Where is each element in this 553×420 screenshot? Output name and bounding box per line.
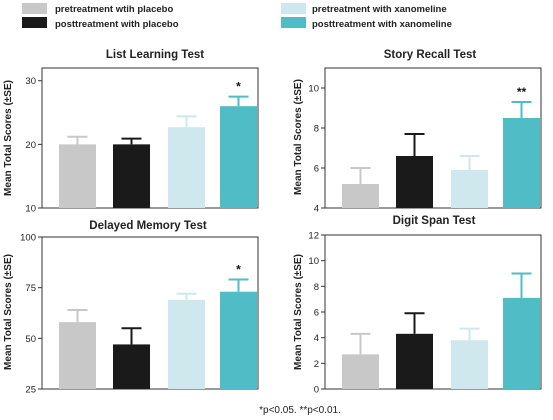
- y-axis-label: Mean Total Scores (±SE): [3, 254, 14, 370]
- bar: [451, 340, 488, 389]
- bar: [342, 184, 379, 208]
- legend-label: posttreatment with placebo: [55, 19, 179, 30]
- significance-marker: *: [236, 263, 241, 277]
- significance-marker: **: [517, 85, 527, 99]
- bar: [396, 333, 433, 389]
- panels: List Learning Test Mean Total Scores (±SE…: [3, 49, 542, 396]
- bar: [113, 344, 150, 389]
- y-tick-label: 20: [25, 140, 36, 151]
- y-tick-label: 2: [314, 359, 319, 370]
- bar: [168, 299, 205, 389]
- chart-panel: List Learning Test Mean Total Scores (±SE…: [3, 49, 259, 215]
- bar: [451, 170, 488, 208]
- bar: [503, 297, 540, 389]
- y-tick-label: 100: [20, 233, 36, 244]
- bar: [59, 144, 96, 208]
- y-tick-label: 4: [314, 204, 319, 215]
- legend-swatch: [22, 17, 47, 28]
- legend-swatch: [22, 3, 47, 14]
- chart-panel: Digit Span Test Mean Total Scores (±SE) 0 2…: [293, 215, 542, 396]
- bar: [168, 127, 205, 208]
- chart-panel: Delayed Memory Test Mean Total Scores (±S…: [3, 220, 259, 396]
- legend-label: pretreatment with xanomeline: [312, 4, 447, 15]
- y-tick-label: 10: [308, 256, 319, 267]
- y-tick-label: 0: [314, 385, 319, 396]
- y-tick-label: 75: [25, 283, 36, 294]
- y-tick-label: 4: [314, 333, 319, 344]
- legend: pretreatment wtih placebo posttreatment w…: [22, 3, 452, 30]
- chart-panel: Story Recall Test Mean Total Scores (±SE)…: [293, 49, 542, 215]
- bar: [342, 354, 379, 389]
- bar: [396, 156, 433, 208]
- y-tick-label: 50: [25, 334, 36, 345]
- y-axis-label: Mean Total Scores (±SE): [293, 79, 304, 195]
- chart-title: Story Recall Test: [384, 49, 477, 61]
- y-axis-label: Mean Total Scores (±SE): [3, 80, 14, 196]
- legend-swatch: [281, 3, 306, 14]
- y-tick-label: 8: [314, 282, 319, 293]
- significance-marker: *: [236, 80, 241, 94]
- y-tick-label: 10: [25, 204, 36, 215]
- bar: [220, 291, 257, 389]
- y-tick-label: 12: [308, 231, 319, 242]
- y-tick-label: 30: [25, 76, 36, 87]
- chart-title: Delayed Memory Test: [89, 220, 207, 232]
- y-tick-label: 10: [308, 84, 319, 95]
- footnote: *p<0.05. **p<0.01.: [259, 405, 341, 416]
- chart-title: List Learning Test: [106, 49, 204, 61]
- legend-swatch: [281, 17, 306, 28]
- y-axis-label: Mean Total Scores (±SE): [293, 254, 304, 370]
- bar: [113, 144, 150, 208]
- chart-title: Digit Span Test: [393, 215, 476, 227]
- legend-label: pretreatment wtih placebo: [55, 4, 173, 15]
- bar: [59, 322, 96, 389]
- bar: [503, 118, 540, 208]
- y-tick-label: 6: [314, 308, 319, 319]
- bar: [220, 106, 257, 208]
- y-tick-label: 6: [314, 164, 319, 175]
- y-tick-label: 8: [314, 124, 319, 135]
- y-tick-label: 25: [25, 385, 36, 396]
- legend-label: posttreatment with xanomeline: [312, 19, 452, 30]
